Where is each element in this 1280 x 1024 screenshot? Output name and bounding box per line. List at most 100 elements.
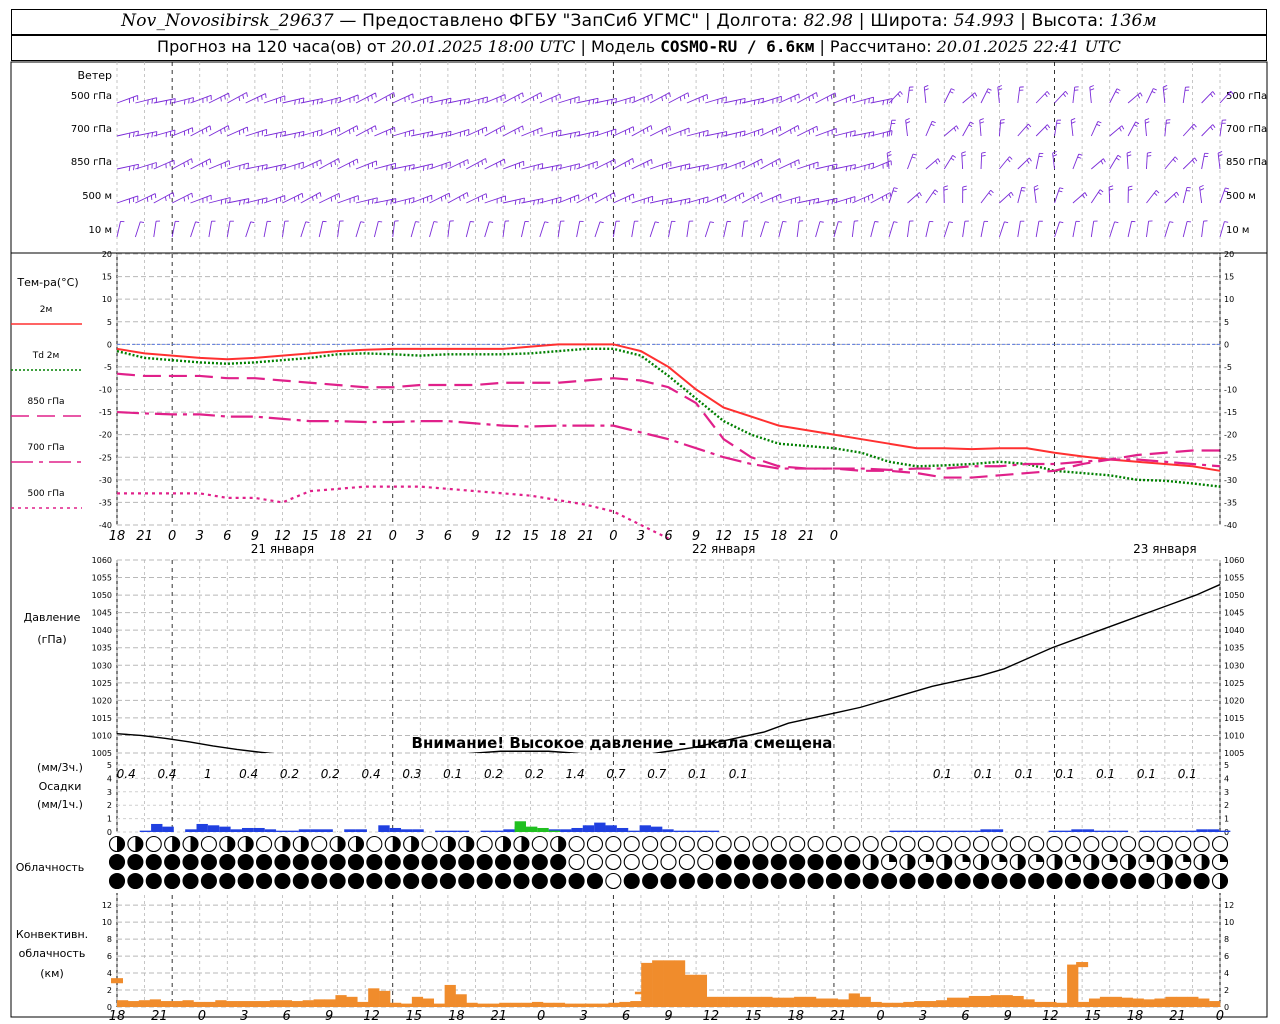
xtick-label: 15 [522,529,539,544]
cloud-symbol [1193,872,1210,890]
pressure-ytick: 1015 [92,714,112,723]
precip-total-label: 0.1 [933,767,952,781]
cloud-symbol [311,835,328,853]
conv-bar [1187,996,1199,1007]
header-line-2: Прогноз на 120 часа(ов) от 20.01.2025 18… [11,35,1267,61]
precip-bar [1150,830,1163,832]
wind-barbs [116,85,1234,238]
wind-barb-staff [1017,123,1029,137]
xtick-label: 15 [743,529,760,544]
wind-barb-flag [514,96,516,102]
wind-barb-flag [298,98,301,104]
calc-label: | Рассчитано: [819,37,932,56]
wind-barb-flag [1154,192,1158,196]
wind-barb-staff [631,159,652,170]
wind-barb-flag [932,192,937,196]
temp-ytick-right: -30 [1224,476,1237,485]
wind-barb-flag [481,160,484,165]
wind-barb-flag [882,132,884,138]
cloud-symbol-fill [1201,854,1210,870]
wind-barb-staff [484,221,490,238]
wind-barb-flag [280,165,282,171]
cloud-symbol-fill [411,836,419,852]
cloud-symbol [311,872,328,890]
cloud-symbol [991,872,1008,890]
cloud-symbol-fill [889,854,897,862]
wind-barb-flag [265,93,267,99]
precip-total-label: 0.1 [443,767,462,781]
wind-barb-staff [392,164,415,170]
cloud-symbol [366,872,383,890]
wind-barb-staff [907,87,910,104]
pressure-ytick: 1055 [92,574,112,583]
wind-barb-flag [684,199,687,205]
wind-barb-flag [899,91,903,95]
wind-barb-staff [502,160,524,170]
wind-barb-flag [970,121,974,125]
wind-barb-flag [164,196,167,202]
cloud-symbol [164,872,181,890]
conv-bar [542,1002,555,1007]
conv-bar [783,997,795,1007]
conv-bar [488,1003,500,1007]
wind-barb-flag [632,158,634,163]
wind-barb-flag [968,124,973,128]
precip-bar [264,829,277,832]
wind-barb-flag [905,121,911,124]
wind-barb-flag [1192,159,1195,164]
wind-barb-flag [1139,92,1143,97]
xtick-label: 18 [329,529,346,544]
xtick-label: 18 [109,529,126,544]
wind-barb-flag [1212,91,1216,95]
outer-frame [10,61,1268,1018]
cloud-symbol [825,835,843,853]
cloud-symbol-fill [337,836,346,852]
wind-barb-flag [986,91,991,94]
precip-bar [355,829,367,832]
cloud-symbol-fill [282,836,290,852]
wind-barb-staff [1127,221,1132,238]
conv-bar [892,1002,904,1007]
wind-barb-flag [146,197,149,202]
wind-barb-flag [891,130,893,136]
pressure-ytick: 1045 [92,609,112,618]
wind-barb-staff [705,162,727,170]
wind-barb-flag [320,159,322,165]
wind-barb-flag [1121,125,1125,130]
wind-barb-staff [1017,87,1021,104]
wind-barb-flag [988,192,992,196]
wind-barb-staff [1219,187,1226,204]
wind-barb-staff [521,127,542,137]
cloud-symbol [164,853,181,871]
cloud-symbol [458,872,475,890]
conv-bar [553,1002,566,1007]
wind-barb-staff [925,189,936,204]
wind-barb-staff [668,92,689,104]
wind-barb-staff [870,130,893,137]
cloud-symbol-fill [962,854,971,862]
wind-barb-flag [1224,190,1229,193]
cloud-symbol [292,872,309,890]
precip-bar [344,829,356,832]
cloud-symbol [476,872,493,890]
cloud-symbol [642,872,659,890]
wind-barb-flag [201,162,204,168]
wind-level-label-right: 500 гПа [1226,91,1267,102]
conv-ytick: 2 [107,986,112,995]
wind-barb-flag [1100,160,1104,165]
wind-barb-flag [390,199,393,205]
lat-value: 54.993 [953,11,1015,31]
wind-barb-staff [1091,158,1104,170]
precip-total-label: 0.4 [157,767,176,781]
xtick-label: 12 [274,529,291,544]
alt-value: 136м [1109,11,1157,31]
temp-ytick: -35 [99,498,112,507]
conv-bar [258,1001,271,1007]
wind-barb-flag [827,200,829,206]
wind-barb-flag [930,123,935,127]
wind-barb-flag [669,125,671,131]
wind-barb-staff [1090,221,1095,238]
wind-barb-flag [951,88,955,91]
wind-barb-staff [116,130,139,137]
